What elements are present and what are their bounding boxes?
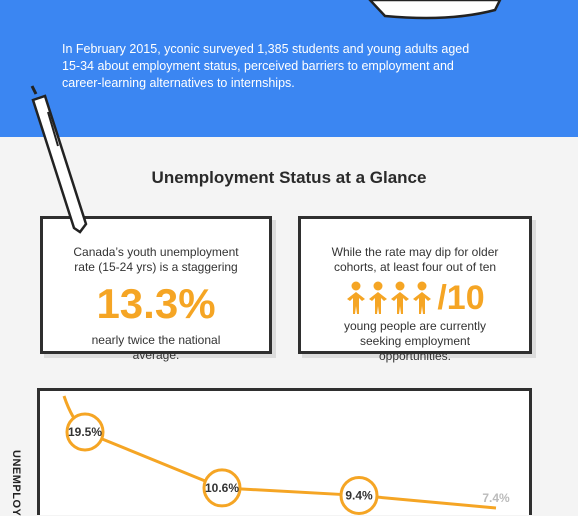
- point: [202, 468, 242, 508]
- person-icon: [413, 281, 432, 314]
- person-icon: [391, 281, 410, 314]
- person-body: [391, 292, 410, 314]
- heading: Unemployment Status at a Glance: [151, 168, 427, 187]
- intro: In February 2015, yconic surveyed 1,385 …: [62, 42, 470, 90]
- card-text: While the rate may dip for older cohorts…: [331, 245, 499, 274]
- person-head: [417, 281, 427, 291]
- person-head: [373, 281, 383, 291]
- point: [65, 412, 105, 452]
- person-head: [395, 281, 405, 291]
- value-label: 10.6%: [205, 481, 239, 495]
- person-body: [369, 292, 388, 314]
- card: While the rate may dip for older cohorts…: [298, 216, 532, 363]
- card-text: nearly twice the national average.: [91, 333, 221, 362]
- person-body: [347, 292, 366, 314]
- person-body: [413, 292, 432, 314]
- value-label: 19.5%: [68, 425, 102, 439]
- y-axis-label: UNEMPLOY: [10, 450, 22, 516]
- value-label: 7.4%: [482, 491, 510, 505]
- value-label: 9.4%: [345, 488, 373, 502]
- card-text: young people are currently seeking emplo…: [343, 319, 487, 363]
- card-text: Canada’s youth unemployment rate (15-24 …: [73, 245, 239, 274]
- person-icon: [369, 281, 388, 314]
- header-band: [0, 0, 578, 137]
- card: Canada’s youth unemployment rate (15-24 …: [40, 216, 272, 362]
- line: [84, 430, 497, 510]
- person-icon: [347, 281, 366, 314]
- big-stat: 13.3%: [96, 280, 216, 327]
- decor: [368, 0, 502, 20]
- people-row: /10: [331, 279, 499, 317]
- person-head: [351, 281, 361, 291]
- chart-box: [37, 388, 532, 515]
- point: [339, 475, 379, 515]
- paper: [368, 0, 502, 20]
- pen: [30, 85, 88, 234]
